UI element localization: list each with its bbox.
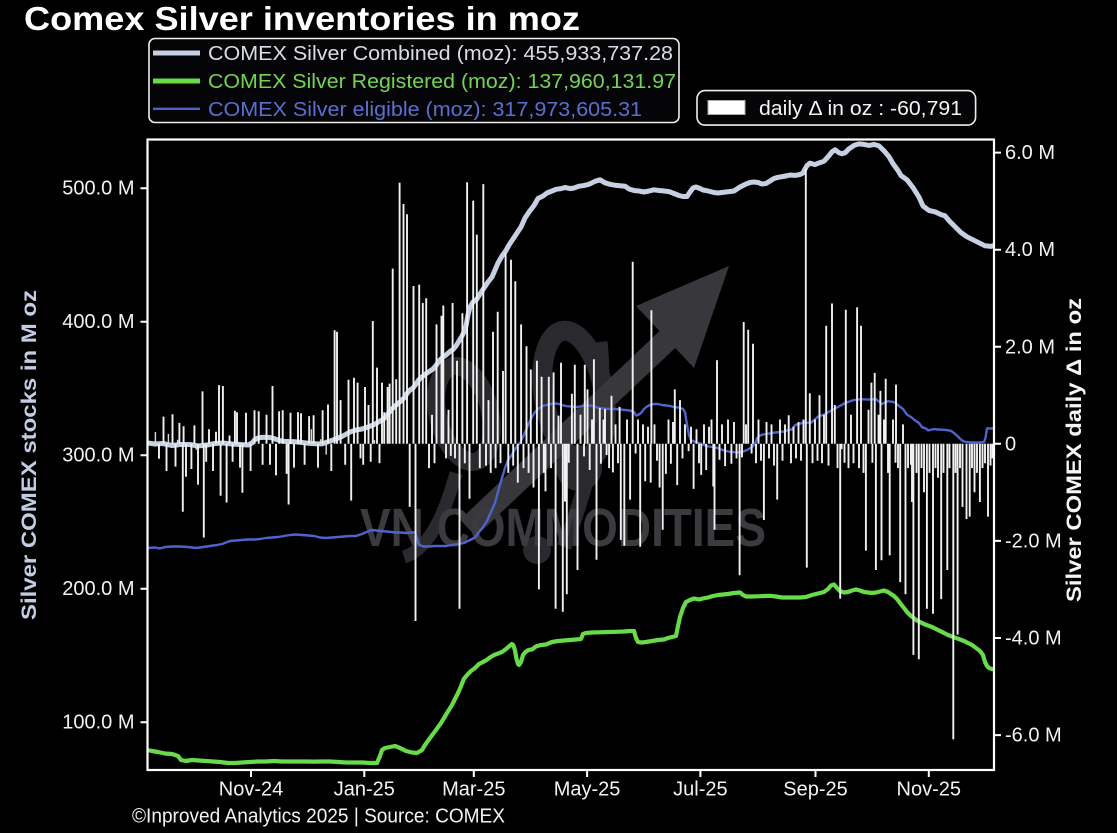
svg-text:Nov-25: Nov-25 [897, 779, 961, 801]
svg-text:0: 0 [1005, 433, 1016, 455]
svg-text:4.0 M: 4.0 M [1005, 239, 1055, 261]
svg-text:COMEX Silver Combined (moz): 4: COMEX Silver Combined (moz): 455,933,737… [208, 43, 673, 65]
svg-text:500.0 M: 500.0 M [62, 178, 134, 200]
svg-text:May-25: May-25 [554, 779, 621, 801]
svg-text:-2.0 M: -2.0 M [1005, 530, 1062, 552]
svg-text:©Inproved Analytics 2025 | Sou: ©Inproved Analytics 2025 | Source: COMEX [132, 806, 505, 828]
svg-text:100.0 M: 100.0 M [62, 712, 134, 734]
svg-text:Nov-24: Nov-24 [219, 779, 283, 801]
svg-text:Comex Silver inventories in mo: Comex Silver inventories in moz [24, 0, 580, 37]
svg-text:Silver COMEX daily Δ in oz: Silver COMEX daily Δ in oz [1063, 298, 1086, 602]
svg-text:daily Δ in oz : -60,791: daily Δ in oz : -60,791 [759, 98, 962, 120]
svg-text:COMEX Silver Registered (moz):: COMEX Silver Registered (moz): 137,960,1… [208, 71, 676, 93]
svg-text:400.0 M: 400.0 M [62, 311, 134, 333]
svg-text:Mar-25: Mar-25 [442, 779, 505, 801]
svg-text:COMEX Silver eligible (moz): 3: COMEX Silver eligible (moz): 317,973,605… [208, 99, 642, 121]
svg-text:Silver COMEX stocks in M oz: Silver COMEX stocks in M oz [18, 290, 41, 620]
svg-text:Jul-25: Jul-25 [673, 779, 727, 801]
svg-text:Sep-25: Sep-25 [783, 779, 848, 801]
svg-text:6.0 M: 6.0 M [1005, 142, 1055, 164]
svg-text:-4.0 M: -4.0 M [1005, 628, 1062, 650]
svg-text:200.0 M: 200.0 M [62, 578, 134, 600]
svg-text:Jan-25: Jan-25 [334, 779, 395, 801]
svg-text:-6.0 M: -6.0 M [1005, 725, 1062, 747]
svg-text:300.0 M: 300.0 M [62, 445, 134, 467]
svg-text:2.0 M: 2.0 M [1005, 336, 1055, 358]
